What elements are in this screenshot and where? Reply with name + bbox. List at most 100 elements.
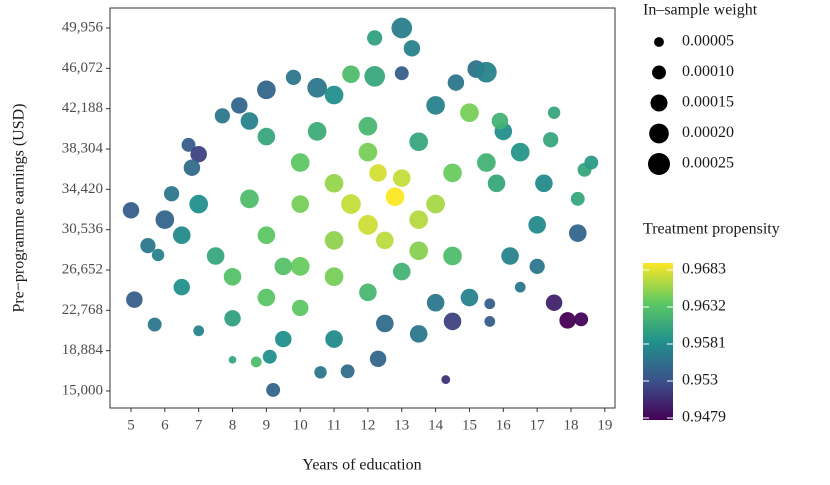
point [140,237,156,254]
point [126,291,143,308]
y-tick-label: 34,420 [62,181,103,197]
point [155,210,175,229]
point [307,122,327,141]
point [183,159,201,176]
size-legend-label: 0.00005 [682,33,734,50]
point [173,278,190,296]
colorbar-label: 0.9581 [682,335,726,352]
point [528,216,546,234]
size-legend-key [654,37,664,47]
point [514,281,526,293]
y-tick-label: 15,000 [62,382,103,398]
point [324,267,344,287]
size-legend-key [649,123,669,144]
x-tick-label: 5 [127,417,135,433]
point [443,246,462,266]
point [231,97,248,114]
point [257,288,276,307]
point [290,257,310,276]
size-legend-label: 0.00010 [682,63,734,80]
point [151,248,165,262]
point [358,215,378,235]
x-tick-label: 14 [428,417,444,433]
x-tick-label: 11 [327,417,341,433]
point [172,226,191,245]
size-legend-key [648,153,670,175]
x-tick-label: 10 [293,417,308,433]
point [409,241,429,261]
point [342,65,360,84]
point [547,106,561,119]
point [441,375,451,384]
point [476,61,497,83]
color-legend-title: Treatment propensity [643,221,780,238]
point [324,173,344,193]
size-legend-label: 0.00025 [682,155,734,172]
y-tick-label: 18,884 [62,342,104,358]
x-tick-label: 6 [161,417,169,433]
point [409,325,428,343]
points [122,17,599,397]
point [392,169,411,187]
point [193,325,205,337]
point [285,69,302,86]
point [250,356,262,368]
point [325,330,343,348]
point [376,231,394,250]
point [257,226,276,245]
point [568,224,587,242]
point [491,112,509,130]
point [122,202,140,219]
y-axis-label: Pre−programme earnings (USD) [11,104,28,313]
point [341,194,361,214]
point [274,257,293,276]
point [559,312,576,329]
point [391,17,413,39]
point [369,350,387,368]
point [228,356,237,364]
point [426,293,445,312]
point [484,316,496,327]
size-legend-label: 0.00020 [682,124,734,141]
size-legend-key [650,94,668,112]
x-axis-label: Years of education [302,457,421,474]
point [307,77,327,98]
x-tick-label: 8 [229,417,237,433]
point [257,80,276,100]
point [460,288,479,307]
point [364,66,386,87]
point [574,312,589,327]
point [535,174,553,193]
colorbar-label: 0.953 [682,372,718,389]
size-legend-key [652,65,666,80]
point [290,153,310,172]
y-tick-label: 42,188 [62,100,103,116]
point [426,96,445,115]
colorbar [643,263,673,420]
y-tick-label: 22,768 [62,302,103,318]
point [189,194,209,214]
point [426,194,445,214]
x-tick-label: 15 [462,417,477,433]
size-legend-label: 0.00015 [682,94,734,111]
point [385,187,405,207]
size-legend-title: In–sample weight [643,2,758,19]
point [443,312,462,331]
point [240,112,259,130]
point [477,153,496,172]
point [529,258,545,275]
point [510,142,530,162]
point [214,108,230,124]
point [240,189,259,209]
point [359,283,377,302]
point [409,210,429,229]
point [369,164,387,182]
point [545,294,563,311]
point [324,231,344,250]
point [487,174,506,193]
point [223,267,242,286]
point [266,383,281,397]
colorbar-label: 0.9683 [682,261,726,278]
y-tick-label: 46,072 [62,60,103,76]
